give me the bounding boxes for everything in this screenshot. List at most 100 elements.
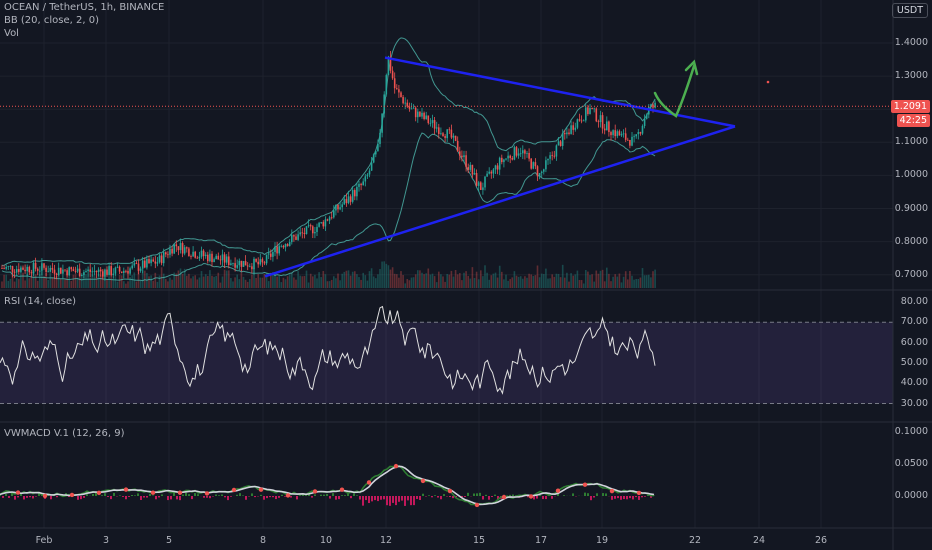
volume-bar (564, 277, 566, 288)
candle-body (60, 267, 62, 274)
volume-bar (393, 273, 396, 288)
candle-body (202, 250, 205, 257)
volume-bar (150, 275, 152, 288)
macd-histogram-bar (188, 494, 190, 496)
candle-body (284, 244, 287, 248)
candle-body (24, 269, 26, 272)
volume-bar (433, 276, 436, 288)
candle-body (501, 157, 503, 163)
macd-histogram-bar (173, 492, 175, 496)
grid-lines (0, 0, 893, 528)
macd-histogram-bar (134, 495, 136, 496)
candle-body (162, 252, 165, 264)
volume-indicator-label[interactable]: Vol (4, 28, 19, 39)
candle-body (62, 269, 64, 274)
macd-histogram-bar (83, 496, 85, 498)
candle-body (513, 147, 516, 160)
candle-body (503, 159, 505, 163)
candle-body (612, 130, 614, 136)
macd-histogram-bar (392, 496, 394, 503)
candle-body (171, 248, 173, 254)
bb-lower (1, 132, 656, 282)
volume-bar (328, 281, 331, 288)
candle-body (183, 247, 186, 254)
macd-histogram-bar (323, 494, 325, 496)
signal-line (0, 465, 655, 506)
volume-bar (578, 280, 581, 288)
candle-body (114, 267, 117, 274)
candle-body (429, 122, 432, 124)
volume-bar (496, 277, 499, 288)
volume-bar (534, 275, 537, 288)
macd-histogram-bar (251, 493, 253, 496)
volume-bar (549, 278, 551, 288)
macd-histogram-bar (572, 493, 574, 496)
volume-bar (448, 274, 451, 288)
candle-body (641, 125, 644, 134)
cross-dot (582, 482, 588, 487)
macd-tick-label: 0.0500 (894, 458, 928, 469)
volume-bar (559, 277, 562, 288)
volume-bar (104, 275, 106, 288)
volume-bar (637, 278, 640, 288)
candle-body (469, 164, 472, 170)
volume-bar (112, 278, 115, 288)
macd-histogram-bar (5, 493, 7, 496)
candle-body (610, 132, 612, 136)
candle-body (228, 256, 230, 266)
macd-histogram-bar (29, 496, 31, 498)
volume-bar (519, 276, 522, 288)
macd-histogram-bar (359, 496, 361, 500)
candle-body (156, 262, 159, 264)
candle-body (530, 158, 532, 169)
macd-histogram-bar (464, 496, 466, 497)
macd-histogram-bar (305, 495, 307, 496)
volume-bar (450, 270, 453, 288)
price-tick-label: 1.1000 (894, 136, 928, 148)
candle-body (53, 269, 56, 274)
candle-body (335, 204, 337, 211)
candle-body (246, 265, 249, 267)
volume-bar (9, 278, 12, 288)
macd-histogram-bar (32, 496, 34, 499)
macd-histogram-bar (386, 496, 388, 506)
volume-bar (120, 275, 123, 288)
volume-bar (505, 274, 507, 288)
macd-histogram-bar (185, 492, 187, 496)
candle-body (427, 115, 430, 124)
volume-bar (608, 273, 610, 288)
volume-bar (391, 267, 394, 288)
volume-bar (68, 276, 70, 288)
volume-bar (341, 273, 343, 288)
macd-histogram-bar (23, 496, 25, 500)
volume-bar (259, 277, 262, 288)
candle-body (543, 169, 545, 172)
currency-button[interactable]: USDT (891, 3, 928, 18)
candle-body (650, 104, 652, 107)
macd-histogram-bar (602, 493, 604, 496)
bb-indicator-label[interactable]: BB (20, close, 2, 0) (4, 15, 99, 26)
candle-body (498, 157, 501, 170)
candle-body (51, 267, 54, 270)
candle-body (566, 132, 568, 135)
candle-body (139, 268, 142, 271)
macd-label[interactable]: VWMACD V.1 (12, 26, 9) (4, 428, 125, 439)
rsi-label[interactable]: RSI (14, close) (4, 296, 77, 307)
cross-dot (501, 494, 507, 500)
volume-bar (291, 272, 293, 288)
volume-bar (60, 278, 62, 288)
volume-bar (177, 270, 180, 288)
candle-body (97, 269, 100, 273)
macd-histogram-bar (176, 496, 178, 500)
candle-body (574, 127, 577, 130)
candle-body (589, 107, 591, 114)
volume-bar (412, 277, 415, 288)
candle-body (412, 107, 415, 109)
candle-body (314, 231, 316, 234)
macd-histogram-bar (605, 493, 607, 496)
macd-histogram-bar (404, 496, 406, 506)
candle-body (129, 268, 131, 274)
symbol-title[interactable]: OCEAN / TetherUS, 1h, BINANCE (4, 2, 165, 13)
cross-dot (96, 490, 102, 496)
